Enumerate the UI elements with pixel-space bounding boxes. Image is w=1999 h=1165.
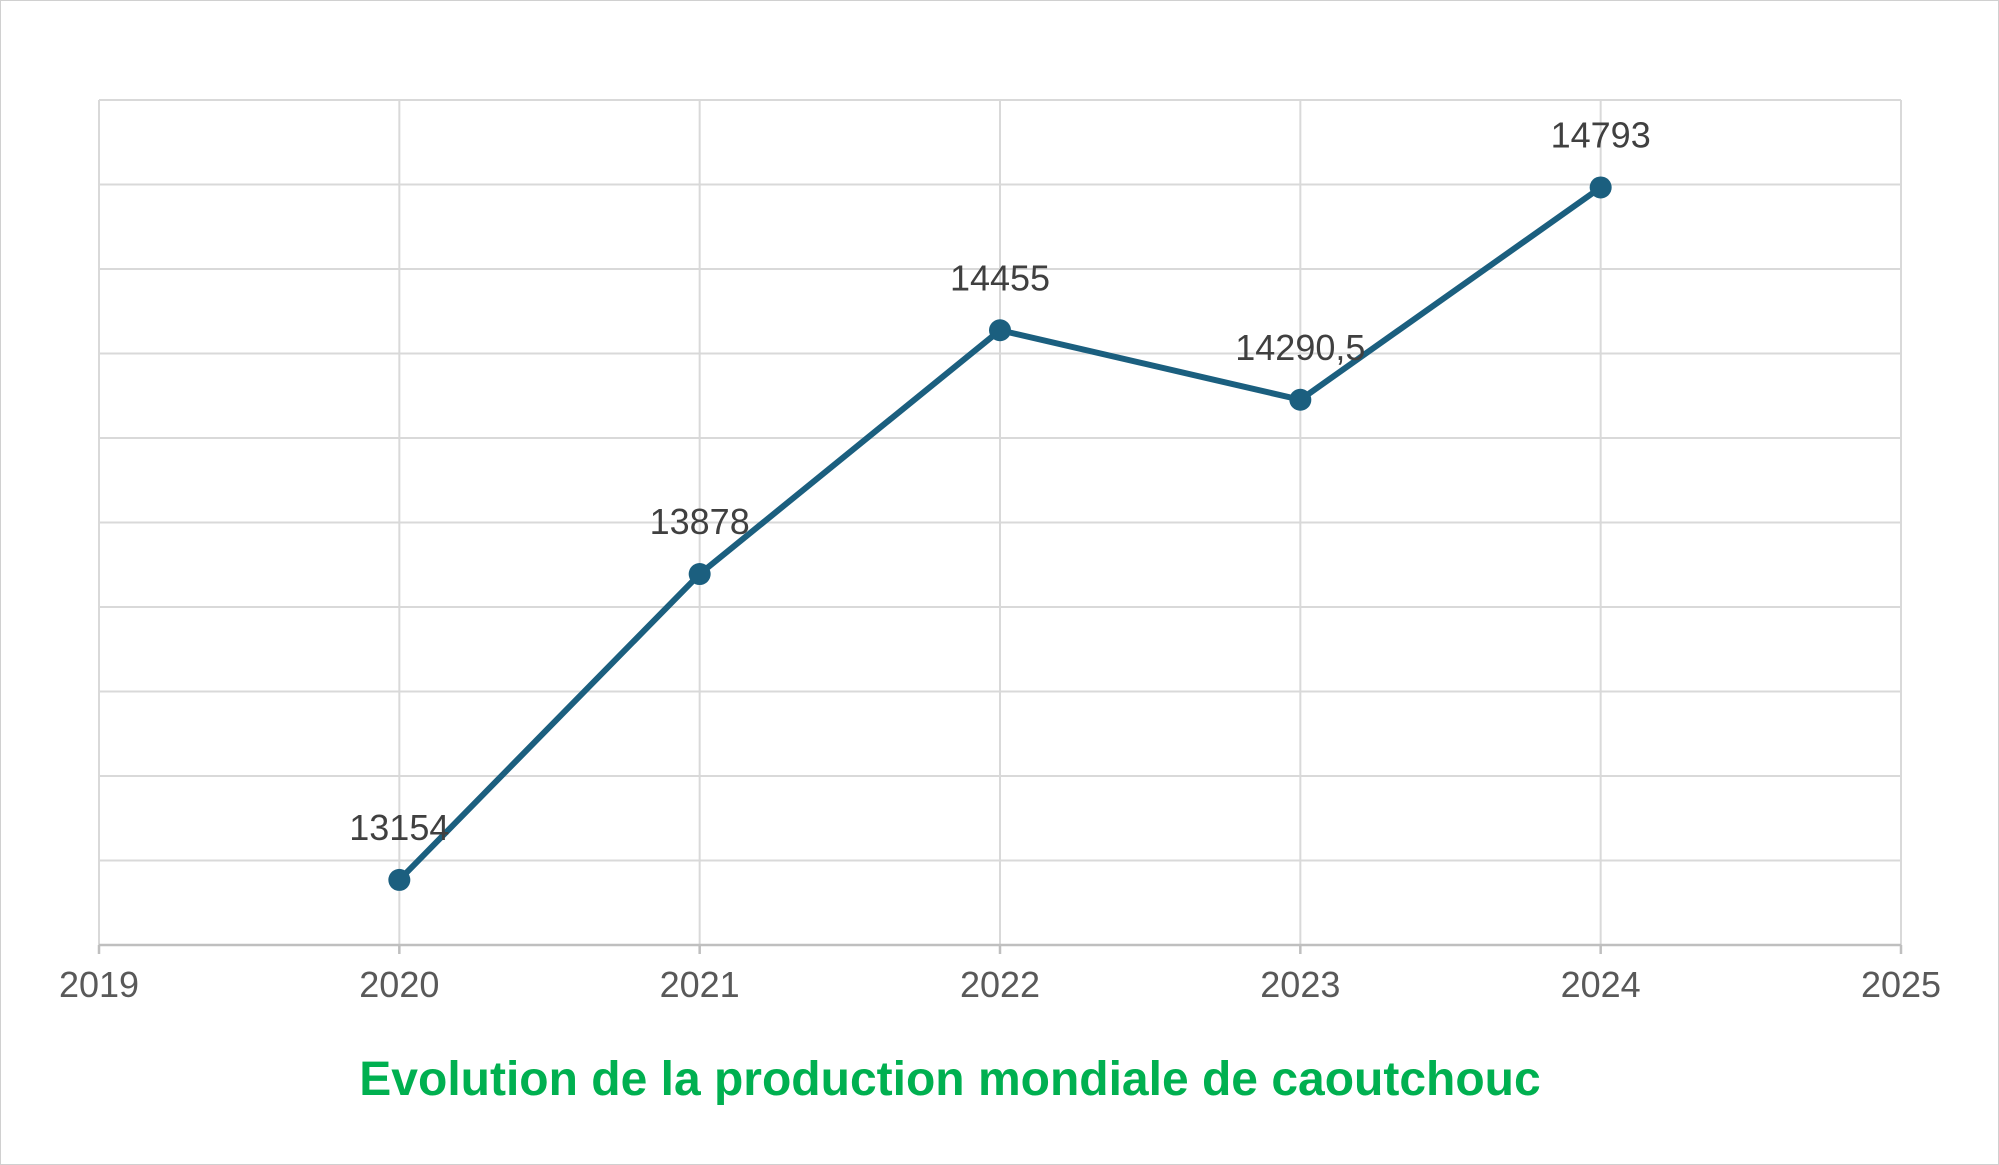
data-point	[1589, 176, 1612, 199]
x-tick-label: 2025	[1861, 964, 1941, 1005]
grid	[98, 99, 1902, 945]
x-tick-label: 2021	[660, 964, 740, 1005]
x-tick-label: 2019	[59, 964, 139, 1005]
data-point	[388, 868, 411, 891]
data-label: 13154	[349, 807, 449, 848]
data-point	[1289, 388, 1312, 411]
data-point	[989, 319, 1011, 342]
x-tick-label: 2024	[1561, 964, 1641, 1005]
series	[388, 176, 1612, 891]
data-label: 14290,5	[1235, 327, 1365, 368]
x-axis: 2019 2020 2021 2022 2023 2024 2025	[59, 943, 1941, 1005]
data-label: 14793	[1551, 114, 1651, 155]
data-labels: 13154 13878 14455 14290,5 14793	[349, 114, 1650, 847]
data-point	[688, 563, 711, 586]
data-label: 13878	[650, 501, 750, 542]
x-tick-label: 2023	[1260, 964, 1340, 1005]
chart-title: Evolution de la production mondiale de c…	[359, 1053, 1540, 1106]
x-tick-label: 2022	[960, 964, 1040, 1005]
data-label: 14455	[950, 257, 1050, 298]
x-tick-label: 2020	[359, 964, 439, 1005]
